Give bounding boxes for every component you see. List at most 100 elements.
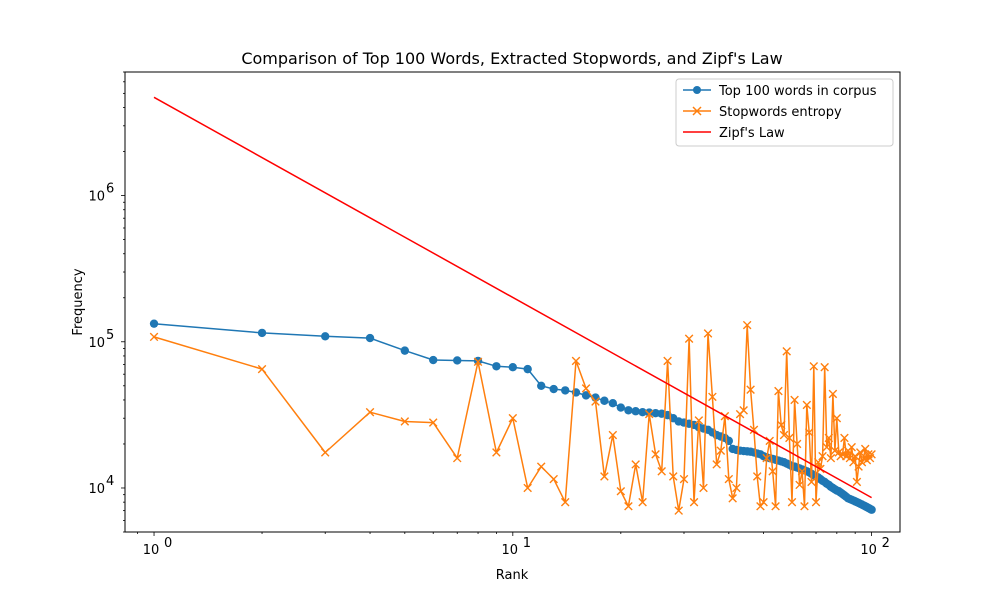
data-point-top-100-words-in-corpus xyxy=(429,355,438,365)
data-point-top-100-words-in-corpus xyxy=(624,406,633,415)
data-point-top-100-words-in-corpus xyxy=(631,407,640,416)
data-point-stopwords-entropy xyxy=(804,428,814,437)
data-point-stopwords-entropy xyxy=(807,477,816,487)
data-point-stopwords-entropy xyxy=(724,474,734,484)
legend-label-corpus: Top 100 words in corpus xyxy=(718,84,877,99)
legend-label-stopwords: Stopwords entropy xyxy=(719,105,842,120)
data-point-top-100-words-in-corpus xyxy=(508,363,518,372)
data-point-stopwords-entropy xyxy=(826,453,836,463)
data-point-stopwords-entropy xyxy=(847,442,856,452)
data-point-stopwords-entropy xyxy=(854,462,863,471)
x-axis-title: Rank xyxy=(496,568,529,583)
data-point-stopwords-entropy xyxy=(840,433,849,443)
data-point-stopwords-entropy xyxy=(616,486,626,496)
data-point-stopwords-entropy xyxy=(571,356,581,366)
data-point-stopwords-entropy xyxy=(149,332,159,342)
data-point-top-100-words-in-corpus xyxy=(638,407,647,417)
data-point-stopwords-entropy xyxy=(728,494,737,503)
data-point-top-100-words-in-corpus xyxy=(549,384,558,394)
data-point-stopwords-entropy xyxy=(749,425,759,435)
series-line-zipf-s-law xyxy=(153,96,872,499)
data-point-stopwords-entropy xyxy=(809,361,819,371)
data-point-top-100-words-in-corpus xyxy=(149,319,159,328)
data-point-top-100-words-in-corpus xyxy=(523,364,532,374)
data-point-stopwords-entropy xyxy=(631,460,640,469)
data-point-stopwords-entropy xyxy=(768,467,777,476)
y-tick-label: 10 xyxy=(88,336,105,351)
data-point-top-100-words-in-corpus xyxy=(400,346,410,355)
data-point-stopwords-entropy xyxy=(771,501,780,511)
data-point-stopwords-entropy xyxy=(795,480,804,490)
data-point-stopwords-entropy xyxy=(792,439,802,449)
data-point-stopwords-entropy xyxy=(624,501,633,511)
data-point-top-100-words-in-corpus xyxy=(257,328,267,338)
data-point-stopwords-entropy xyxy=(762,453,771,463)
data-point-top-100-words-in-corpus xyxy=(365,333,375,343)
x-tick-label: 10 xyxy=(860,543,877,558)
data-point-stopwords-entropy xyxy=(638,497,647,507)
data-point-top-100-words-in-corpus xyxy=(867,505,876,514)
data-point-stopwords-entropy xyxy=(452,453,462,463)
data-point-stopwords-entropy xyxy=(800,501,809,511)
data-point-stopwords-entropy xyxy=(703,329,713,338)
chart-title: Comparison of Top 100 Words, Extracted S… xyxy=(241,49,782,68)
data-point-stopwords-entropy xyxy=(591,397,600,406)
plot-area xyxy=(149,96,876,515)
data-point-stopwords-entropy xyxy=(473,357,483,367)
data-point-stopwords-entropy xyxy=(797,467,807,476)
data-point-stopwords-entropy xyxy=(549,474,558,484)
y-tick-exponent: 5 xyxy=(106,328,114,343)
data-point-stopwords-entropy xyxy=(536,462,546,471)
data-point-top-100-words-in-corpus xyxy=(645,408,654,417)
legend-frame xyxy=(675,78,894,147)
y-tick-label: 10 xyxy=(88,190,105,205)
data-point-stopwords-entropy xyxy=(560,497,570,507)
data-point-stopwords-entropy xyxy=(679,474,689,484)
data-point-top-100-words-in-corpus xyxy=(581,391,591,400)
data-point-stopwords-entropy xyxy=(492,448,501,457)
legend-marker-stopwords xyxy=(692,106,702,116)
data-point-stopwords-entropy xyxy=(708,392,717,402)
data-point-stopwords-entropy xyxy=(699,483,708,493)
y-tick-exponent: 6 xyxy=(106,182,114,197)
data-point-top-100-words-in-corpus xyxy=(321,332,330,341)
data-point-stopwords-entropy xyxy=(782,347,792,356)
data-point-stopwords-entropy xyxy=(668,472,678,481)
data-point-stopwords-entropy xyxy=(523,483,532,493)
data-point-stopwords-entropy xyxy=(787,497,797,507)
x-tick-label: 10 xyxy=(502,543,519,558)
data-point-stopwords-entropy xyxy=(739,405,748,415)
data-point-stopwords-entropy xyxy=(644,409,654,419)
y-tick-label: 10 xyxy=(88,482,105,497)
data-point-stopwords-entropy xyxy=(400,417,410,426)
data-point-stopwords-entropy xyxy=(855,448,865,457)
data-point-stopwords-entropy xyxy=(651,449,660,459)
data-point-stopwords-entropy xyxy=(813,457,823,467)
data-point-stopwords-entropy xyxy=(600,472,609,481)
x-tick-exponent: 1 xyxy=(523,536,531,551)
data-point-stopwords-entropy xyxy=(320,448,330,457)
data-point-stopwords-entropy xyxy=(257,364,267,374)
data-point-stopwords-entropy xyxy=(732,483,741,493)
data-point-stopwords-entropy xyxy=(694,416,704,425)
data-point-top-100-words-in-corpus xyxy=(561,386,570,395)
data-point-top-100-words-in-corpus xyxy=(651,408,660,418)
data-point-stopwords-entropy xyxy=(674,506,684,515)
data-point-stopwords-entropy xyxy=(365,407,375,417)
x-tick-label: 10 xyxy=(143,543,160,558)
data-point-stopwords-entropy xyxy=(850,451,860,461)
data-point-stopwords-entropy xyxy=(508,413,518,423)
data-point-stopwords-entropy xyxy=(742,320,752,330)
data-point-stopwords-entropy xyxy=(828,389,838,399)
data-point-stopwords-entropy xyxy=(818,451,827,461)
data-point-stopwords-entropy xyxy=(852,477,862,487)
data-point-stopwords-entropy xyxy=(752,472,762,481)
data-point-top-100-words-in-corpus xyxy=(537,381,546,390)
data-point-stopwords-entropy xyxy=(779,430,789,440)
x-axis: 10 0 10 1 10 2 xyxy=(137,532,890,558)
data-point-top-100-words-in-corpus xyxy=(616,403,626,412)
data-point-stopwords-entropy xyxy=(428,418,438,427)
data-point-stopwords-entropy xyxy=(746,385,755,395)
